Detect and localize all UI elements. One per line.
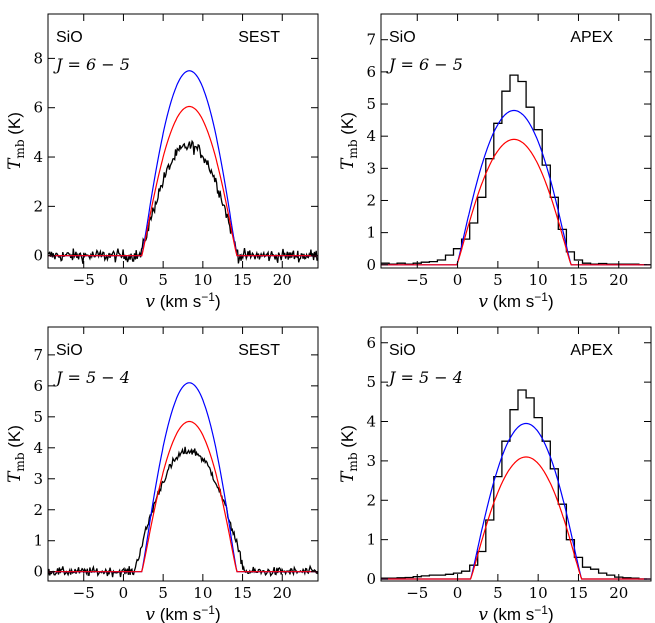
x-tick-label: 20: [273, 584, 292, 602]
series-1-line: [381, 74, 647, 266]
x-tick-label: 15: [233, 271, 252, 289]
series-2-line: [381, 422, 651, 580]
y-tick-label: 1: [33, 532, 43, 550]
x-axis-label: v (km s−1): [145, 290, 220, 312]
transition-label: J = 5 − 4: [386, 368, 463, 387]
telescope-label: APEX: [570, 29, 613, 46]
telescope-label: APEX: [570, 342, 613, 359]
x-tick-label: 20: [609, 584, 628, 602]
x-tick-label: 10: [193, 271, 212, 289]
plot-frame: [380, 326, 652, 582]
series-2-line: [48, 70, 318, 257]
series-1-line: [48, 139, 318, 264]
y-tick-label: 0: [33, 563, 43, 581]
series-3-line: [48, 105, 318, 257]
x-tick-label: −5: [406, 271, 428, 289]
x-tick-label: 0: [119, 271, 129, 289]
series-3-line: [381, 456, 651, 580]
telescope-label: SEST: [238, 29, 280, 46]
y-tick-label: 4: [366, 127, 376, 145]
y-tick-label: 1: [366, 531, 376, 549]
x-tick-label: 15: [569, 584, 588, 602]
series-1-line: [48, 446, 318, 578]
y-tick-label: 8: [33, 49, 43, 67]
species-label: SiO: [389, 29, 416, 46]
x-tick-label: 10: [193, 584, 212, 602]
x-tick-label: 5: [158, 271, 168, 289]
x-tick-label: 20: [609, 271, 628, 289]
panel-3: −5 0 5 10 15 20 0 1 2 3 4 5 6 7 v (km s−1) Tmb (K) SiO SE…: [5, 326, 319, 623]
x-tick-label: −5: [73, 271, 95, 289]
x-tick-label: 5: [493, 271, 503, 289]
y-tick-label: 2: [33, 501, 43, 519]
y-tick-label: 4: [366, 413, 376, 431]
y-tick-label: 5: [366, 373, 376, 391]
plot-frame: [380, 13, 652, 269]
y-tick-label: 0: [366, 256, 376, 274]
x-tick-label: 0: [119, 584, 129, 602]
y-tick-label: 7: [33, 346, 43, 364]
transition-label: J = 6 − 5: [53, 55, 130, 74]
x-tick-label: 5: [158, 584, 168, 602]
y-tick-label: 6: [366, 334, 376, 352]
species-label: SiO: [389, 342, 416, 359]
plot-frame: [47, 13, 319, 269]
species-label: SiO: [56, 342, 83, 359]
x-tick-label: 0: [453, 271, 463, 289]
y-tick-label: 6: [366, 63, 376, 81]
x-axis-label: v (km s−1): [478, 290, 553, 312]
x-axis-label: v (km s−1): [145, 603, 220, 623]
y-axis-label: Tmb (K): [338, 112, 360, 170]
y-tick-label: 0: [366, 570, 376, 588]
x-tick-label: 10: [529, 271, 548, 289]
y-tick-label: 3: [366, 159, 376, 177]
y-tick-label: 2: [366, 191, 376, 209]
y-tick-label: 0: [33, 247, 43, 265]
series-2-line: [48, 382, 318, 573]
x-tick-label: −5: [73, 584, 95, 602]
y-tick-label: 3: [366, 452, 376, 470]
y-tick-label: 6: [33, 99, 43, 117]
species-label: SiO: [56, 29, 83, 46]
y-tick-label: 5: [366, 95, 376, 113]
panel-2: −5 0 5 10 15 20 0 1 2 3 4 5 6 7 v (km s−1) Tmb (K) SiO AP…: [338, 13, 652, 312]
series-3-line: [48, 420, 318, 573]
panel-4: −5 0 5 10 15 20 0 1 2 3 4 5 6 v (km s−1) Tmb (K) SiO APE…: [338, 326, 652, 623]
x-axis-label: v (km s−1): [478, 603, 553, 623]
y-axis-label: Tmb (K): [5, 112, 27, 170]
y-axis-label: Tmb (K): [5, 425, 27, 483]
series-1-line: [381, 389, 647, 580]
y-tick-label: 4: [33, 148, 43, 166]
x-tick-label: 5: [493, 584, 503, 602]
telescope-label: SEST: [238, 342, 280, 359]
transition-label: J = 5 − 4: [53, 368, 130, 387]
panel-1: −5 0 5 10 15 20 0 2 4 6 8 v (km s−1) Tmb (K) SiO SEST J…: [5, 13, 319, 312]
series-3-line: [381, 138, 651, 266]
y-tick-label: 7: [366, 31, 376, 49]
y-axis-label: Tmb (K): [338, 425, 360, 483]
x-tick-label: 15: [569, 271, 588, 289]
x-tick-label: −5: [406, 584, 428, 602]
x-tick-label: 10: [529, 584, 548, 602]
y-tick-label: 3: [33, 470, 43, 488]
y-tick-label: 4: [33, 439, 43, 457]
y-tick-label: 2: [366, 491, 376, 509]
y-tick-label: 5: [33, 408, 43, 426]
transition-label: J = 6 − 5: [386, 55, 463, 74]
series-2-line: [381, 109, 651, 266]
y-tick-label: 6: [33, 377, 43, 395]
y-tick-label: 1: [366, 224, 376, 242]
x-tick-label: 15: [233, 584, 252, 602]
plot-frame: [47, 326, 319, 582]
x-tick-label: 0: [453, 584, 463, 602]
x-tick-label: 20: [273, 271, 292, 289]
y-tick-label: 2: [33, 197, 43, 215]
